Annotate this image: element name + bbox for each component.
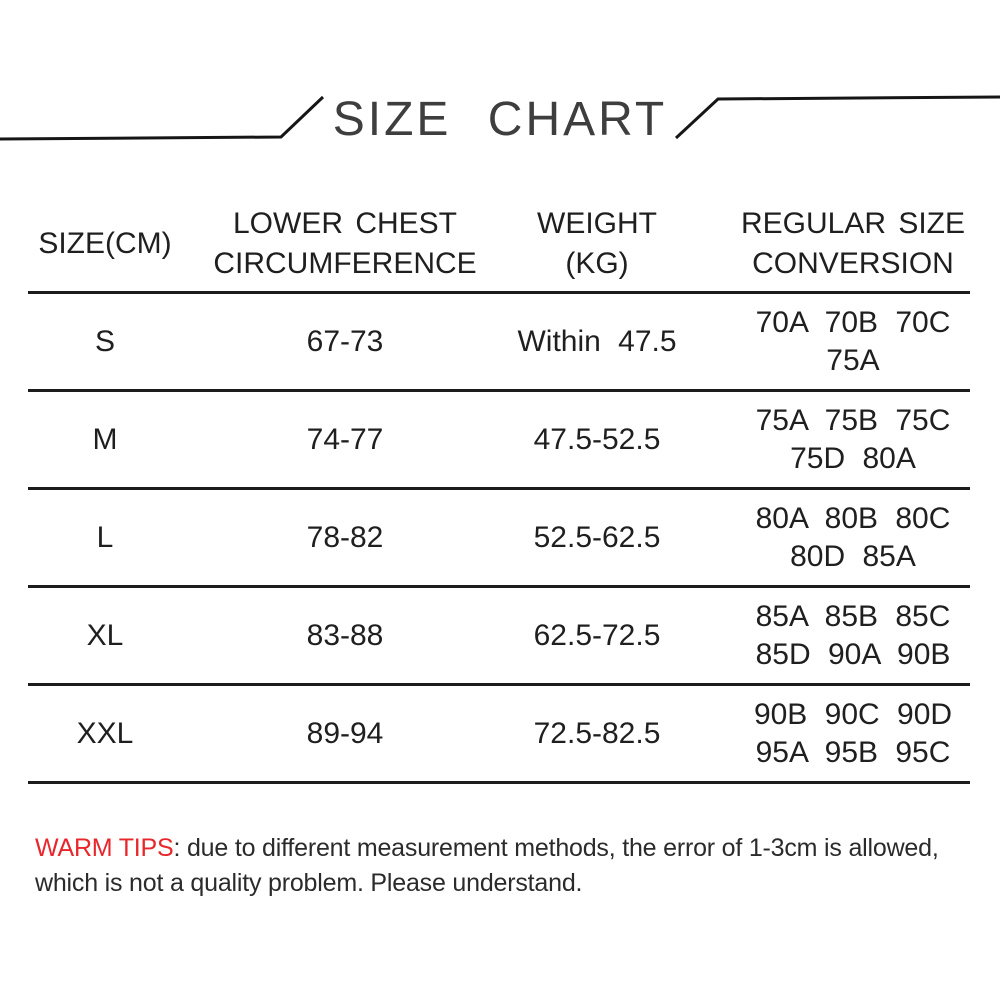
- table-header: SIZE(CM) LOWER CHEST CIRCUMFERENCE WEIGH…: [28, 197, 970, 291]
- table-row-xl: XL 83-88 62.5-72.5 85A 85B 85C 85D 90A 9…: [28, 588, 970, 686]
- conversion-cell: 90B 90C 90D 95A 95B 95C: [754, 696, 952, 772]
- chest-cell: 67-73: [306, 324, 384, 358]
- size-cell: XL: [86, 618, 124, 652]
- warm-tips-text: : due to different measurement methods, …: [35, 834, 939, 897]
- size-cell: M: [92, 422, 118, 456]
- chest-cell: 89-94: [306, 716, 384, 750]
- header-size: SIZE(CM): [38, 224, 171, 264]
- warm-tips: WARM TIPS: due to different measurement …: [35, 831, 981, 901]
- header-weight: WEIGHT (KG): [537, 204, 657, 284]
- conversion-cell: 70A 70B 70C 75A: [756, 304, 951, 380]
- header-conversion-line1: REGULAR SIZE: [740, 207, 966, 240]
- size-cell: XXL: [76, 716, 134, 750]
- conversion-line2: 75A: [826, 343, 880, 377]
- table-row-l: L 78-82 52.5-62.5 80A 80B 80C 80D 85A: [28, 490, 970, 588]
- table-row-s: S 67-73 Within 47.5 70A 70B 70C 75A: [28, 294, 970, 392]
- header-chest-line2: CIRCUMFERENCE: [213, 247, 477, 280]
- header-weight-line2: (KG): [565, 247, 629, 280]
- chest-cell: 78-82: [306, 520, 384, 554]
- header-weight-line1: WEIGHT: [537, 207, 657, 240]
- chest-cell: 74-77: [306, 422, 384, 456]
- conversion-line1: 85A 85B 85C: [755, 599, 951, 633]
- title-flourish-left: [0, 95, 325, 141]
- warm-tips-label: WARM TIPS: [35, 834, 174, 862]
- page-title: SIZE CHART: [332, 93, 668, 146]
- header-conversion: REGULAR SIZE CONVERSION: [741, 204, 965, 284]
- chest-cell: 83-88: [306, 618, 384, 652]
- weight-cell: 52.5-62.5: [533, 520, 661, 554]
- header-chest: LOWER CHEST CIRCUMFERENCE: [213, 204, 476, 284]
- conversion-line2: 85D 90A 90B: [755, 637, 951, 671]
- conversion-cell: 85A 85B 85C 85D 90A 90B: [756, 598, 951, 674]
- conversion-line2: 80D 85A: [790, 539, 916, 573]
- weight-cell: 47.5-52.5: [533, 422, 661, 456]
- conversion-line1: 80A 80B 80C: [755, 501, 951, 535]
- size-table: S 67-73 Within 47.5 70A 70B 70C 75A M 74…: [28, 291, 970, 784]
- header-chest-line1: LOWER CHEST: [232, 207, 458, 240]
- header-size-line1: SIZE(CM): [38, 227, 172, 260]
- table-row-m: M 74-77 47.5-52.5 75A 75B 75C 75D 80A: [28, 392, 970, 490]
- conversion-cell: 80A 80B 80C 80D 85A: [756, 500, 951, 576]
- title-flourish-lines: [0, 95, 1000, 141]
- size-cell: S: [94, 324, 116, 358]
- conversion-line1: 90B 90C 90D: [753, 697, 953, 731]
- conversion-line1: 75A 75B 75C: [755, 403, 951, 437]
- header-conversion-line2: CONVERSION: [752, 247, 954, 280]
- weight-cell: Within 47.5: [517, 324, 677, 358]
- conversion-cell: 75A 75B 75C 75D 80A: [756, 402, 951, 478]
- weight-cell: 72.5-82.5: [533, 716, 661, 750]
- title-flourish-right: [674, 95, 1000, 140]
- conversion-line1: 70A 70B 70C: [755, 305, 951, 339]
- table-row-xxl: XXL 89-94 72.5-82.5 90B 90C 90D 95A 95B …: [28, 686, 970, 784]
- conversion-line2: 75D 80A: [790, 441, 916, 475]
- weight-cell: 62.5-72.5: [533, 618, 661, 652]
- size-cell: L: [96, 520, 114, 554]
- conversion-line2: 95A 95B 95C: [755, 735, 951, 769]
